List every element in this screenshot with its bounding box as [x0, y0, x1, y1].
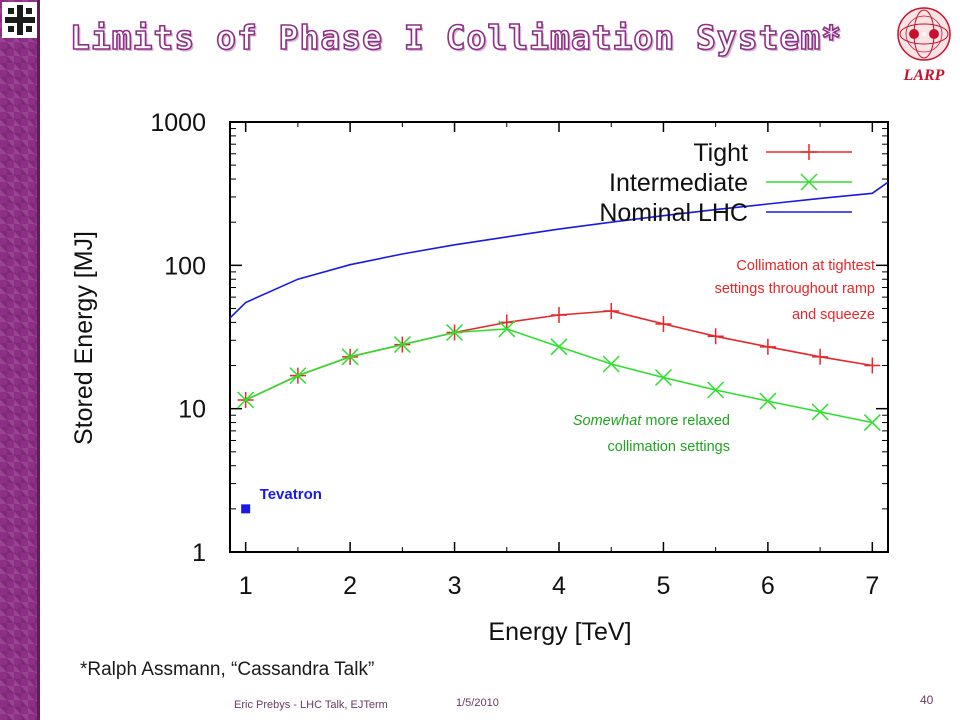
citation-text: *Ralph Assmann, “Cassandra Talk” — [80, 659, 375, 680]
legend-label-intermediate: Intermediate — [609, 169, 748, 197]
y-tick-label: 1000 — [150, 109, 206, 137]
data-point-intermediate — [550, 338, 568, 356]
x-tick-label: 1 — [239, 572, 253, 600]
x-tick-label: 6 — [761, 572, 775, 600]
y-axis-label: Stored Energy [MJ] — [70, 231, 98, 445]
annotation-tight-line-3: and squeeze — [792, 307, 875, 323]
data-point-intermediate — [602, 355, 620, 373]
annotation-tight-line-2: settings throughout ramp — [715, 281, 875, 297]
data-point-intermediate — [654, 368, 672, 387]
legend-marker-tight — [801, 144, 817, 160]
data-point-tight — [864, 357, 881, 374]
x-tick-label: 7 — [865, 572, 879, 600]
data-point-intermediate — [289, 367, 307, 385]
annotation-relaxed-rest: more relaxed — [641, 413, 730, 429]
series-layer — [229, 181, 889, 432]
point-tevatron — [241, 504, 251, 514]
footer-date: 1/5/2010 — [456, 697, 499, 709]
series-line-nominal-lhc — [229, 181, 889, 319]
x-tick-label: 4 — [552, 572, 566, 600]
data-point-intermediate — [707, 381, 725, 399]
x-axis-label: Energy [TeV] — [488, 618, 631, 646]
annotation-relaxed-line-1: Somewhat more relaxed — [573, 413, 730, 429]
plot-frame — [229, 121, 889, 553]
data-point-intermediate — [446, 323, 464, 342]
annotation-tight-line-1: Collimation at tightest — [736, 258, 875, 274]
annotation-tight: Collimation at tightest settings through… — [715, 258, 875, 323]
page-number: 40 — [920, 693, 934, 707]
axis-ticks — [230, 121, 888, 553]
data-point-intermediate — [237, 391, 255, 409]
x-tick-label: 2 — [343, 572, 357, 600]
x-tick-label: 3 — [448, 572, 462, 600]
data-point-tight — [812, 348, 829, 365]
point-layer: Tevatron — [241, 486, 322, 514]
data-point-intermediate — [811, 403, 829, 421]
tick-labels: 1 2 3 4 5 6 7 1 10 100 1000 — [150, 109, 879, 600]
point-label-tevatron: Tevatron — [260, 486, 322, 503]
annotation-relaxed-emphasis: Somewhat — [573, 413, 642, 429]
data-point-intermediate — [759, 392, 777, 410]
fermilab-logo-icon — [2, 2, 38, 38]
annotation-relaxed: Somewhat more relaxed collimation settin… — [573, 413, 730, 455]
x-tick-label: 5 — [656, 572, 670, 600]
data-point-tight — [551, 307, 567, 324]
data-point-tight — [498, 314, 515, 331]
y-tick-label: 1 — [192, 539, 206, 567]
slide-title: Limits of Phase I Collimation System* — [69, 17, 843, 58]
data-point-intermediate — [341, 348, 359, 366]
legend-marker-intermediate — [800, 173, 818, 191]
legend-label-tight: Tight — [693, 139, 748, 167]
data-point-intermediate — [498, 320, 516, 338]
legend-label-nominal-lhc: Nominal LHC — [599, 199, 748, 227]
data-point-intermediate — [393, 336, 411, 354]
larp-logo-icon: LARP — [897, 7, 951, 84]
annotation-relaxed-line-2: collimation settings — [608, 439, 731, 455]
y-tick-label: 10 — [178, 396, 206, 424]
y-tick-label: 100 — [164, 252, 206, 280]
data-point-tight — [759, 338, 776, 355]
larp-logo-text: LARP — [903, 67, 945, 84]
data-point-tight — [603, 303, 620, 320]
data-point-intermediate — [863, 414, 881, 432]
data-point-tight — [655, 315, 672, 332]
data-point-tight — [707, 328, 724, 345]
footer-author: Eric Prebys - LHC Talk, EJTerm — [234, 699, 388, 711]
sidebar-pattern — [0, 0, 40, 720]
stored-energy-chart: 1 2 3 4 5 6 7 1 10 100 1000 TightIntermediateNomin… — [70, 109, 889, 646]
